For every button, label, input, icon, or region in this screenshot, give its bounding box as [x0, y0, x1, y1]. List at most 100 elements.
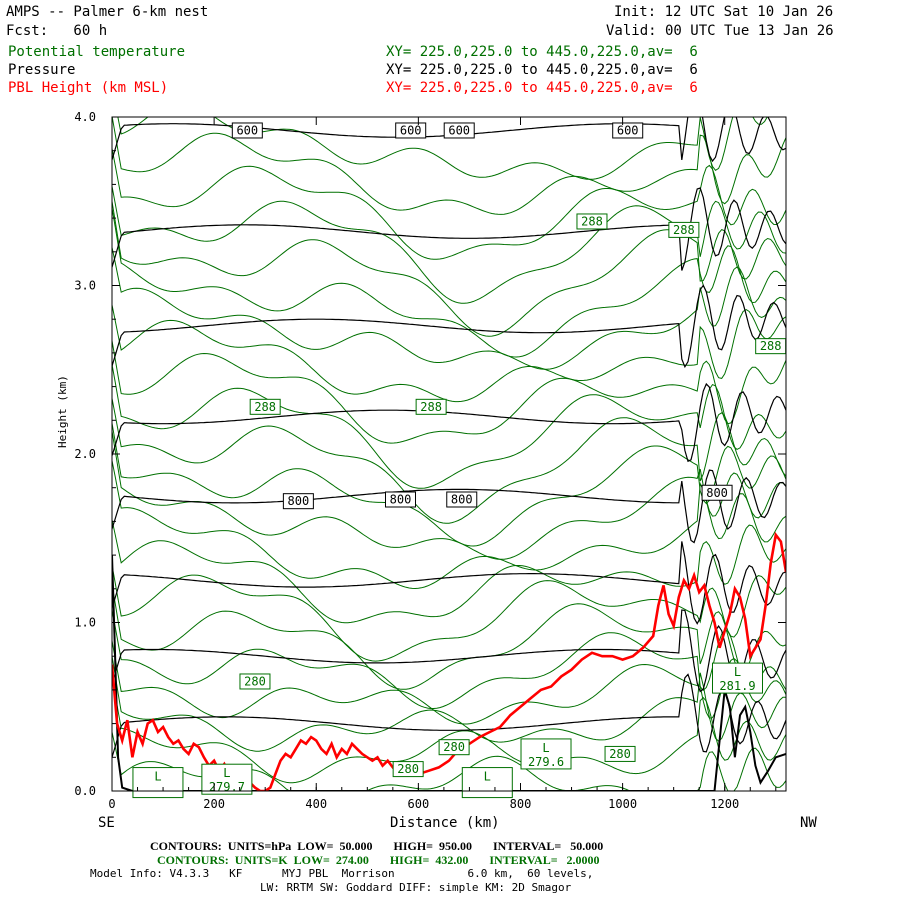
pressure-contour — [112, 541, 786, 625]
x-end-right: NW — [800, 815, 817, 831]
theta-low-box — [201, 763, 253, 795]
theta-contour — [112, 460, 786, 590]
pressure-label: 800 — [390, 492, 412, 506]
plot-frame — [111, 116, 787, 792]
theta-contour — [112, 655, 786, 752]
field-pbl-name: PBL Height (km MSL) — [8, 80, 169, 96]
y-axis-label: Height (km) — [56, 375, 69, 448]
theta-contour — [112, 304, 786, 403]
theta-label-box — [239, 673, 271, 690]
theta-contour — [112, 117, 786, 215]
theta-contour — [112, 340, 786, 444]
axes: 0.0 1.0 2.0 3.0 4.0 0 200 400 600 800 1000 1200 — [74, 110, 786, 811]
theta-low-value: 279.6 — [528, 755, 564, 769]
pressure-contour — [112, 469, 786, 544]
init-time: Init: 12 UTC Sat 10 Jan 26 — [614, 4, 834, 20]
terrain-line — [112, 555, 786, 791]
xy-spec-pressure: XY= 225.0,225.0 to 445.0,225.0,av= 6 — [386, 62, 698, 78]
theta-low-marker: L — [484, 770, 491, 784]
theta-low-box — [132, 767, 184, 799]
theta-contour — [112, 148, 786, 260]
theta-contour — [112, 398, 786, 524]
pressure-label: 600 — [448, 123, 470, 137]
theta-low-box — [711, 662, 763, 694]
pbl-height-line — [112, 531, 786, 791]
xy-spec-theta: XY= 225.0,225.0 to 445.0,225.0,av= 6 — [386, 44, 698, 60]
theta-low-marker: L — [734, 665, 741, 679]
theta-label: 280 — [609, 747, 631, 761]
field-pressure-name: Pressure — [8, 62, 76, 78]
theta-label-box — [604, 745, 636, 762]
theta-contour — [112, 423, 786, 547]
field-theta-name: Potential temperature — [8, 44, 186, 60]
theta-label: 288 — [581, 214, 603, 228]
contour-labels: 600 600 600 600 800 800 800 800 288 288 288 288 288 2… — [132, 122, 787, 799]
x-tick-label: 0 — [108, 797, 115, 811]
xy-spec-pbl: XY= 225.0,225.0 to 445.0,225.0,av= 6 — [386, 80, 698, 96]
pressure-label: 800 — [288, 494, 310, 508]
theta-contour — [112, 186, 786, 304]
model-info: Model Info: V4.3.3 KF MYJ PBL Morrison 6… — [90, 867, 594, 880]
model-title: AMPS -- Palmer 6-km nest — [6, 4, 209, 20]
y-tick-label: 3.0 — [74, 279, 96, 293]
theta-label: 288 — [254, 400, 276, 414]
pressure-label: 600 — [617, 123, 639, 137]
pressure-label-box — [395, 122, 427, 139]
y-tick-label: 1.0 — [74, 616, 96, 630]
theta-contour — [112, 431, 786, 560]
pressure-label-box — [701, 484, 733, 501]
pressure-label-box — [443, 122, 475, 139]
pressure-label: 600 — [236, 123, 258, 137]
theta-label: 288 — [420, 400, 442, 414]
pressure-label-box — [446, 491, 478, 508]
theta-contour — [112, 247, 786, 370]
theta-label: 280 — [244, 674, 266, 688]
physics-info: LW: RRTM SW: Goddard DIFF: simple KM: 2D… — [260, 881, 572, 894]
theta-contour — [112, 609, 786, 709]
pbl-height-layer — [112, 531, 786, 791]
theta-low-marker: L — [154, 770, 161, 784]
theta-contour — [112, 677, 786, 784]
x-tick-label: 400 — [305, 797, 327, 811]
pressure-label-box — [612, 122, 644, 139]
terrain-lines — [112, 555, 786, 791]
x-end-left: SE — [98, 815, 115, 831]
x-axis-label: Distance (km) — [390, 815, 500, 831]
contours-pressure-info: CONTOURS: UNITS=hPa LOW= 50.000 HIGH= 95… — [150, 839, 604, 853]
theta-low-box — [461, 767, 513, 799]
theta-label: 280 — [443, 740, 465, 754]
theta-low-marker: L — [542, 741, 549, 755]
valid-time: Valid: 00 UTC Tue 13 Jan 26 — [606, 23, 834, 39]
pressure-contour — [112, 284, 786, 369]
theta-low-marker: L — [223, 766, 230, 780]
theta-contour — [112, 640, 786, 725]
x-tick-label: 1000 — [608, 797, 637, 811]
theta-label-box — [438, 739, 470, 756]
pressure-label: 800 — [451, 492, 473, 506]
pressure-contours — [112, 117, 786, 758]
pressure-contour — [112, 382, 786, 463]
pressure-label: 800 — [706, 486, 728, 500]
contours-theta-info: CONTOURS: UNITS=K LOW= 274.00 HIGH= 432.… — [157, 853, 600, 867]
pressure-label: 600 — [400, 123, 422, 137]
pressure-label-box — [282, 493, 314, 510]
x-tick-label: 1200 — [710, 797, 739, 811]
y-tick-label: 0.0 — [74, 784, 96, 798]
theta-low-value: 281.9 — [719, 679, 755, 693]
forecast-hour: Fcst: 60 h — [6, 23, 108, 39]
pressure-contour — [112, 673, 786, 758]
x-tick-label: 600 — [408, 797, 430, 811]
theta-label-box — [668, 221, 700, 238]
theta-contour — [112, 565, 786, 662]
theta-contour — [112, 519, 786, 624]
theta-contour — [112, 364, 786, 489]
theta-contours — [112, 117, 786, 791]
theta-label-box — [249, 398, 281, 415]
pressure-contour — [112, 609, 786, 693]
x-tick-label: 200 — [203, 797, 225, 811]
y-tick-label: 4.0 — [74, 110, 96, 124]
theta-label: 288 — [673, 223, 695, 237]
pressure-label-box — [384, 491, 416, 508]
pressure-label-box — [231, 122, 263, 139]
y-tick-label: 2.0 — [74, 447, 96, 461]
